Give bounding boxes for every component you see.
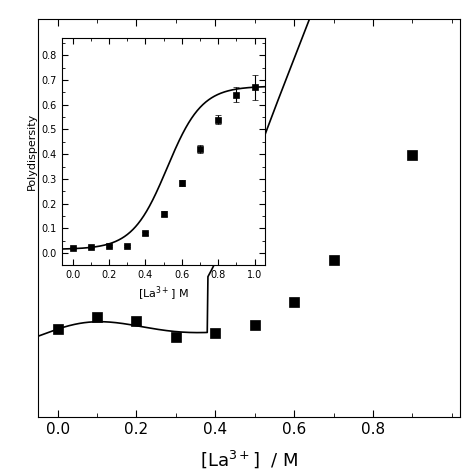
X-axis label: [La$^{3+}$] M: [La$^{3+}$] M [138, 284, 189, 303]
X-axis label: [La$^{3+}$]  / M: [La$^{3+}$] / M [200, 448, 298, 470]
Y-axis label: Polydispersity: Polydispersity [27, 113, 37, 190]
